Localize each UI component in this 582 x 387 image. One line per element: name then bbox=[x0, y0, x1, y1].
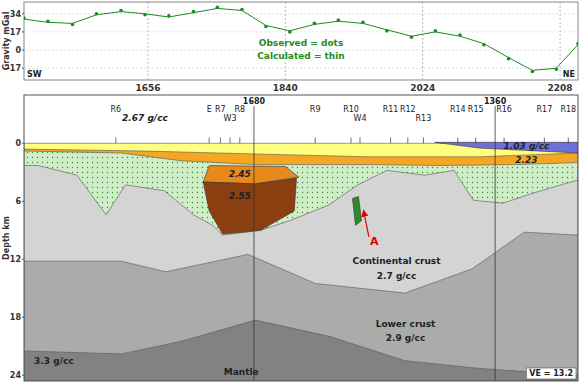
note: VE = 13.2 bbox=[529, 369, 573, 378]
marker-tick bbox=[351, 138, 352, 144]
profile-marker: R7 bbox=[215, 105, 226, 114]
axis-title: Gravity mGal bbox=[2, 11, 11, 70]
y-tick-label: 0 bbox=[15, 139, 21, 148]
section-frame bbox=[24, 95, 578, 381]
layer-label: Lower crust bbox=[376, 319, 436, 329]
axis-title: Depth km bbox=[2, 216, 11, 260]
layer-label: 2.7 g/cc bbox=[377, 271, 416, 281]
y-tick bbox=[22, 31, 24, 32]
profile-marker: R11 bbox=[383, 105, 399, 114]
y-tick bbox=[22, 13, 24, 14]
y-tick bbox=[22, 68, 24, 69]
legend-entry: Calculated = thin bbox=[257, 51, 345, 61]
profile-marker: R10 bbox=[343, 105, 359, 114]
profile-marker: R14 bbox=[450, 105, 466, 114]
y-tick bbox=[22, 201, 24, 202]
profile-marker: W3 bbox=[224, 114, 237, 123]
marker-tick bbox=[239, 138, 240, 144]
profile-marker: R18 bbox=[560, 105, 576, 114]
y-tick-label: 18 bbox=[10, 313, 22, 322]
marker-tick bbox=[568, 138, 569, 144]
marker-tick bbox=[407, 138, 408, 144]
figure: 1656184020242208-1701734Gravity mGalObse… bbox=[0, 0, 582, 387]
marker-tick bbox=[220, 138, 221, 144]
marker-tick bbox=[475, 138, 476, 144]
direction-label: NE bbox=[563, 70, 575, 79]
layer-label: Continental crust bbox=[353, 256, 442, 266]
y-tick-label: 17 bbox=[10, 28, 21, 37]
grid-line bbox=[24, 31, 578, 32]
note-box bbox=[526, 368, 576, 379]
layer-label: 2.55 bbox=[229, 191, 251, 201]
marker-tick bbox=[457, 138, 458, 144]
calculated-line bbox=[24, 8, 578, 70]
legend-entry: Observed = dots bbox=[259, 38, 344, 48]
marker-tick bbox=[209, 138, 210, 144]
y-tick bbox=[22, 143, 24, 144]
layer-label: 2.23 bbox=[515, 155, 537, 165]
body bbox=[203, 178, 296, 234]
y-tick bbox=[22, 317, 24, 318]
marker-tick bbox=[390, 138, 391, 144]
well-line bbox=[495, 106, 496, 381]
y-tick-label: 6 bbox=[15, 197, 21, 206]
annotation-arrow bbox=[363, 210, 368, 237]
plot-frame bbox=[24, 2, 578, 80]
layer-label: 3.3 g/cc bbox=[34, 356, 73, 366]
section-bg bbox=[24, 95, 578, 381]
profile-marker: R13 bbox=[416, 114, 432, 123]
profile-marker: R17 bbox=[537, 105, 553, 114]
y-tick-label: 0 bbox=[15, 46, 21, 55]
layer-label: 1.03 g/cc bbox=[504, 141, 550, 151]
profile-marker: R6 bbox=[111, 105, 122, 114]
plot-area bbox=[24, 6, 578, 74]
y-tick bbox=[22, 259, 24, 260]
marker-tick bbox=[423, 138, 424, 144]
y-tick-label: 12 bbox=[10, 255, 21, 264]
marker-tick bbox=[230, 138, 231, 144]
profile-marker: E bbox=[207, 105, 212, 114]
profile-marker: R9 bbox=[310, 105, 321, 114]
layer-label: 2.67 g/cc bbox=[122, 113, 168, 123]
profile-marker: R15 bbox=[468, 105, 484, 114]
well-line bbox=[253, 106, 254, 381]
x-tick-label: 1840 bbox=[273, 83, 298, 93]
layer-label: 2.45 bbox=[229, 169, 251, 179]
profile-marker: R16 bbox=[496, 105, 512, 114]
x-tick-label: 2208 bbox=[548, 83, 573, 93]
y-tick-label: 24 bbox=[10, 371, 22, 380]
direction-label: SW bbox=[27, 70, 42, 79]
y-tick-label: 34 bbox=[10, 10, 22, 19]
layer-label: Mantle bbox=[224, 367, 259, 377]
profile-marker: R8 bbox=[234, 105, 245, 114]
body bbox=[353, 197, 362, 226]
marker-tick bbox=[359, 138, 360, 144]
annotation: A bbox=[370, 235, 379, 248]
grid-line bbox=[24, 68, 578, 69]
well-label: 1680 bbox=[243, 97, 266, 106]
profile-marker: W4 bbox=[353, 114, 366, 123]
grid-line bbox=[422, 2, 423, 80]
x-tick-label: 2024 bbox=[410, 83, 435, 93]
x-tick-label: 1656 bbox=[135, 83, 160, 93]
marker-tick bbox=[115, 138, 116, 144]
marker-tick bbox=[315, 138, 316, 144]
layer-label: 2.9 g/cc bbox=[386, 333, 425, 343]
profile-marker: R12 bbox=[400, 105, 416, 114]
y-tick bbox=[22, 50, 24, 51]
y-tick bbox=[22, 375, 24, 376]
